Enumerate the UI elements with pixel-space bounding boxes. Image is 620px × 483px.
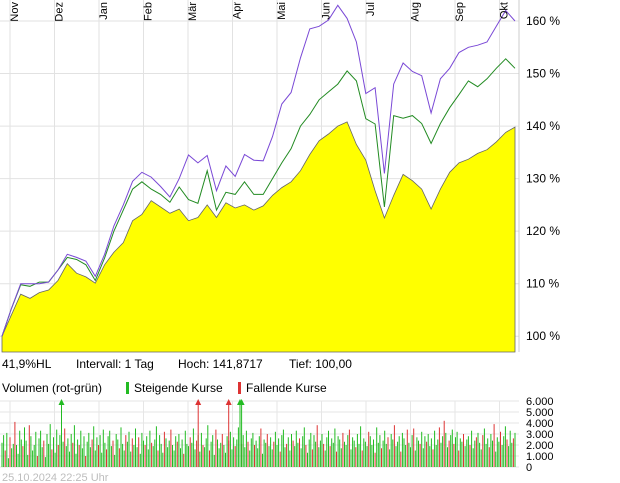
- volume-bars: [1, 399, 516, 467]
- price-tick-label: 110 %: [526, 277, 559, 291]
- volume-legend: Volumen (rot-grün) Steigende Kurse Falle…: [2, 381, 327, 395]
- volume-tick-label: 6.000: [526, 396, 554, 408]
- price-tick-label: 140 %: [526, 119, 560, 133]
- month-label: Sep: [454, 2, 466, 22]
- volume-tick-label: 5.000: [526, 407, 554, 419]
- volume-tick-label: 0: [526, 462, 532, 474]
- volume-tick-label: 1.000: [526, 451, 554, 463]
- legend-down-swatch: [238, 382, 241, 394]
- volume-tick-label: 3.000: [526, 429, 554, 441]
- interval-text: Intervall: 1 Tag: [76, 357, 154, 371]
- volume-title: Volumen (rot-grün): [2, 381, 102, 395]
- month-label: Apr: [232, 2, 244, 19]
- performance-text: 41,9%HL: [2, 357, 52, 371]
- volume-tick-label: 2.000: [526, 440, 554, 452]
- month-label: Jun: [321, 2, 333, 20]
- footer-timestamp: 25.10.2024 22:25 Uhr: [2, 472, 109, 483]
- price-tick-label: 150 %: [526, 67, 560, 81]
- price-area: [1, 121, 516, 353]
- month-label: Mai: [276, 2, 288, 20]
- legend-up-swatch: [126, 382, 129, 394]
- volume-tick-label: 4.000: [526, 418, 554, 430]
- legend-up-label: Steigende Kurse: [134, 381, 223, 395]
- price-tick-label: 120 %: [526, 224, 560, 238]
- volume-overflow-arrow: [225, 399, 232, 405]
- month-label: Dez: [54, 2, 66, 22]
- month-label: Jan: [98, 2, 110, 20]
- high-text: Hoch: 141,8717: [178, 357, 263, 371]
- price-tick-label: 130 %: [526, 172, 560, 186]
- legend-down-label: Fallende Kurse: [246, 381, 327, 395]
- price-tick-label: 100 %: [526, 329, 560, 343]
- volume-overflow-arrow: [195, 399, 202, 405]
- comparison-line-2: [1, 4, 516, 337]
- month-label: Feb: [143, 2, 155, 21]
- month-label: Nov: [9, 2, 21, 22]
- month-label: Okt: [499, 2, 511, 19]
- volume-overflow-arrow: [58, 399, 65, 405]
- info-row: 41,9%HL Intervall: 1 Tag Hoch: 141,8717 …: [2, 357, 352, 371]
- price-series: [1, 4, 516, 353]
- month-labels: Nov Dez Jan Feb Mär Apr Mai Jun Jul Aug Sep Okt: [9, 2, 511, 22]
- month-label: Aug: [410, 2, 422, 22]
- comparison-line-1: [1, 58, 516, 337]
- volume-overflow-arrow: [238, 399, 245, 405]
- month-label: Jul: [365, 2, 377, 16]
- price-axis-labels: 100 % 110 % 120 % 130 % 140 % 150 % 160 %: [526, 14, 560, 343]
- low-text: Tief: 100,00: [289, 357, 352, 371]
- price-tick-label: 160 %: [526, 14, 560, 28]
- month-label: Mär: [187, 2, 199, 21]
